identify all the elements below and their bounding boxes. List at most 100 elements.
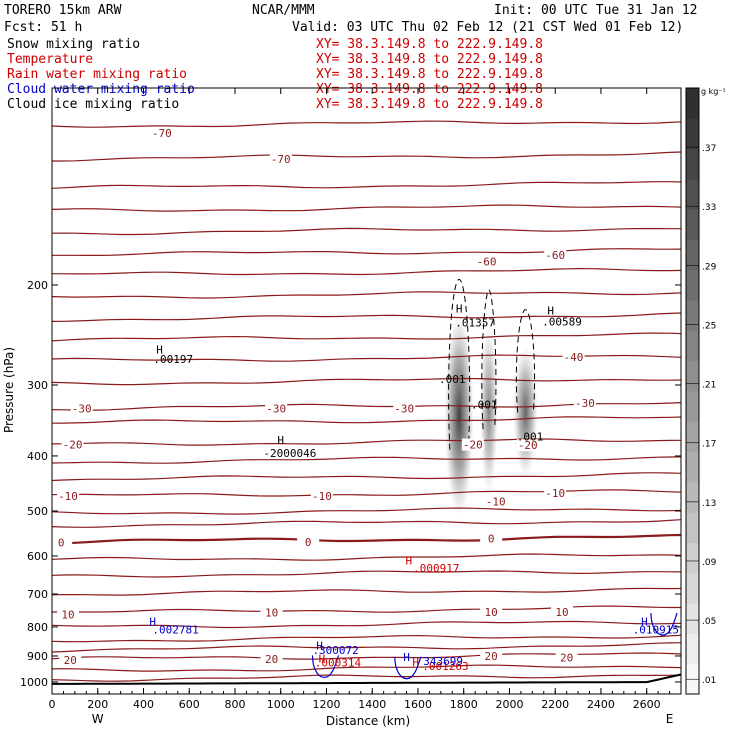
- cloud-water-contour: [311, 655, 340, 678]
- y-tick-label: 900: [27, 650, 48, 663]
- colorbar-segment: [686, 360, 699, 392]
- legend-field-xy: XY= 38.3.149.8 to 222.9.149.8: [316, 67, 543, 82]
- y-tick-label: 700: [27, 588, 48, 601]
- isotherm-line: [52, 354, 681, 362]
- high-marker: H: [406, 554, 413, 567]
- isotherm-line: [52, 416, 681, 424]
- x-axis-title: Distance (km): [326, 714, 410, 728]
- isotherm-label-bg: [265, 402, 288, 415]
- isotherm-line: [52, 248, 681, 256]
- high-marker: H: [641, 616, 648, 629]
- legend-field-name: Cloud ice mixing ratio: [7, 97, 179, 112]
- x-tick-label: 1600: [404, 698, 432, 711]
- isotherm-label-bg: [57, 608, 80, 621]
- x-tick-label: 800: [224, 698, 245, 711]
- colorbar-tick-label: .37: [702, 144, 716, 154]
- isotherm-line: [52, 587, 681, 596]
- x-tick-label: 2600: [633, 698, 661, 711]
- isotherm-label: -20: [463, 439, 483, 452]
- colorbar-segment: [686, 572, 699, 604]
- snow-value-label: .00197: [153, 353, 193, 366]
- isotherm-label: -30: [575, 397, 595, 410]
- colorbar-unit: g kg⁻¹: [701, 87, 726, 96]
- y-tick-label: 400: [27, 450, 48, 463]
- isotherm-line: [52, 605, 681, 613]
- isotherm-label-bg: [562, 351, 585, 364]
- isotherm-label: -20: [518, 439, 538, 452]
- snow-value-label: .001: [517, 431, 544, 444]
- snow-value-label: .001: [471, 399, 498, 412]
- high-marker: H: [316, 639, 323, 652]
- cloud-water-value-label: .010915: [633, 623, 679, 636]
- colorbar-tick-label: .01: [702, 676, 716, 686]
- isotherm-label-bg: [516, 439, 539, 452]
- isotherm-label-bg: [461, 438, 484, 451]
- isotherm-line: [52, 181, 681, 189]
- rain-value-label: .001263: [422, 660, 468, 673]
- isotherm-label: -10: [486, 495, 506, 508]
- colorbar-segment: [686, 451, 699, 483]
- colorbar-segment: [686, 481, 699, 513]
- isotherm-label-bg: [555, 651, 578, 664]
- x-tick-label: 2000: [495, 698, 523, 711]
- x-tick-label: 600: [179, 698, 200, 711]
- colorbar-tick-label: .13: [702, 499, 716, 509]
- plot-frame: [51, 87, 682, 695]
- fcst-label: Fcst: 51 h: [4, 20, 82, 35]
- isotherm-line: [52, 489, 681, 497]
- x-end-label-east: E: [666, 712, 674, 726]
- isotherm-label-bg: [50, 536, 73, 549]
- isotherm-label-bg: [269, 152, 292, 165]
- isotherm-label-bg: [480, 649, 503, 662]
- isotherm-label: 0: [58, 536, 65, 549]
- isotherm-label-bg: [260, 606, 283, 619]
- colorbar-segment: [686, 512, 699, 543]
- isotherm-line: [52, 267, 681, 276]
- isotherm-line: [52, 507, 681, 515]
- isotherm-label: 0: [488, 533, 495, 546]
- colorbar-segment: [686, 88, 699, 119]
- isotherm-label-bg: [480, 532, 503, 545]
- isotherm-line: [52, 120, 681, 128]
- colorbar-tick-label: .25: [702, 321, 716, 331]
- model-label: TORERO 15km ARW: [4, 3, 122, 18]
- colorbar-frame: [685, 87, 700, 695]
- axes: 0 200 400 600 800 1000 1200 1400 1600 1800 2000 220…: [20, 88, 681, 726]
- legend-field-xy: XY= 38.3.149.8 to 222.9.149.8: [316, 52, 543, 67]
- x-tick-label: 2200: [541, 698, 569, 711]
- legend-field-name: Rain water mixing ratio: [7, 67, 187, 82]
- colorbar-segment: [686, 542, 699, 574]
- isotherm-line: [52, 312, 681, 322]
- cloud-water-value-label: .300072: [312, 644, 358, 657]
- isotherm-line: [52, 620, 681, 629]
- colorbar-segment: [686, 633, 699, 665]
- y-tick-label: 200: [27, 279, 48, 292]
- colorbar-tick-label: .21: [702, 381, 716, 391]
- isotherm-label: -40: [564, 351, 584, 364]
- isotherm-label: 10: [555, 606, 568, 619]
- colorbar-tick-label: .09: [702, 558, 717, 568]
- x-tick-label: 1000: [267, 698, 295, 711]
- init-label: Init: 00 UTC Tue 31 Jan 12: [494, 3, 698, 18]
- snow-contour: [515, 309, 536, 413]
- mixing-ratio-contours: [311, 278, 678, 680]
- legend-field-xy: XY= 38.3.149.8 to 222.9.149.8: [316, 37, 543, 52]
- colorbar-segment: [686, 239, 699, 271]
- legend-field-xy: XY= 38.3.149.8 to 222.9.149.8: [316, 97, 543, 112]
- snow-value-label: .001: [439, 373, 466, 386]
- isotherm-label-bg: [310, 490, 333, 503]
- x-end-label-west: W: [92, 712, 104, 726]
- isotherm-line: [52, 438, 681, 446]
- isotherm-label: -30: [72, 402, 92, 415]
- isotherm-line: [52, 204, 681, 212]
- isotherm-label: 20: [560, 651, 573, 664]
- contour-labels: -70 -70 -60 -60 -40 -30 -30 -30 -30 -20 -20 -20 -10 -…: [50, 126, 679, 673]
- x-tick-label: 1200: [312, 698, 340, 711]
- cloud-water-value-label: 343699: [423, 655, 463, 668]
- isotherm-label-bg: [573, 397, 596, 410]
- x-tick-label: 2400: [587, 698, 615, 711]
- isotherm-label: -30: [266, 402, 286, 415]
- isotherm-label-bg: [150, 126, 173, 139]
- isotherm-line: [52, 570, 681, 578]
